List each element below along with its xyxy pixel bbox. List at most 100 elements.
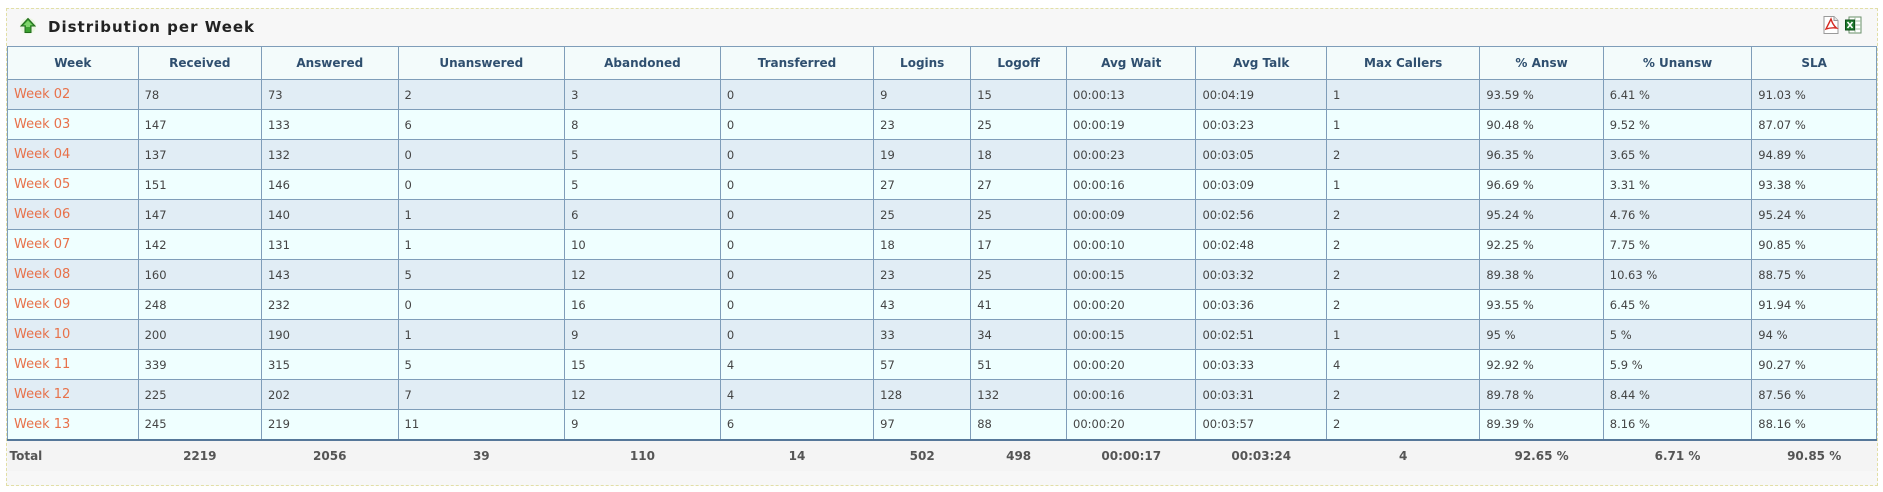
table-cell: 1 [1326, 169, 1481, 200]
table-cell: 6 [397, 109, 566, 140]
table-cell: 00:04:19 [1195, 79, 1328, 110]
table-cell: 43 [873, 289, 972, 320]
week-cell: Week 13 [7, 409, 139, 441]
week-cell: Week 12 [7, 379, 139, 410]
table-cell: 1 [397, 319, 566, 350]
table-cell: 96.35 % [1479, 139, 1604, 170]
table-cell: 00:00:10 [1066, 229, 1197, 260]
totals-cell: 2219 [138, 439, 262, 471]
week-link[interactable]: Week 10 [14, 327, 71, 342]
table-cell: 94.89 % [1751, 139, 1877, 170]
table-cell: 88.16 % [1751, 409, 1877, 441]
table-cell: 200 [137, 319, 262, 350]
table-cell: 25 [970, 109, 1068, 140]
table-cell: 89.38 % [1479, 259, 1604, 290]
table-cell: 34 [970, 319, 1068, 350]
table-cell: 6.45 % [1602, 289, 1753, 320]
table-cell: 151 [137, 169, 262, 200]
pdf-export-icon[interactable] [1823, 16, 1839, 34]
week-link[interactable]: Week 05 [14, 177, 71, 192]
table-cell: 18 [970, 139, 1068, 170]
totals-cell: 00:00:17 [1066, 439, 1196, 471]
table-cell: 0 [719, 289, 875, 320]
table-cell: 91.03 % [1751, 79, 1877, 110]
table-row: Week 05 151 146 0 5 0 27 27 00:00:16 00:03:09 1 96.… [7, 169, 1877, 200]
table-cell: 10 [564, 229, 721, 260]
table-cell: 0 [719, 139, 875, 170]
table-cell: 4 [719, 349, 875, 380]
table-cell: 339 [137, 349, 262, 380]
table-cell: 132 [970, 379, 1068, 410]
week-cell: Week 09 [7, 289, 139, 320]
column-header: Received [137, 46, 262, 80]
table-cell: 92.25 % [1479, 229, 1604, 260]
table-cell: 0 [397, 289, 566, 320]
table-cell: 3.31 % [1602, 169, 1753, 200]
table-cell: 128 [873, 379, 972, 410]
table-cell: 5 % [1602, 319, 1753, 350]
table-cell: 25 [970, 199, 1068, 230]
week-link[interactable]: Week 06 [14, 207, 71, 222]
table-cell: 143 [260, 259, 399, 290]
table-row: Week 09 248 232 0 16 0 43 41 00:00:20 00:03:36 2 93… [7, 289, 1877, 320]
week-link[interactable]: Week 13 [14, 416, 71, 432]
column-header: Max Callers [1326, 46, 1481, 80]
table-cell: 0 [397, 139, 566, 170]
table-cell: 160 [137, 259, 262, 290]
table-cell: 89.39 % [1479, 409, 1604, 441]
table-cell: 6.41 % [1602, 79, 1753, 110]
table-cell: 00:00:16 [1066, 379, 1197, 410]
table-cell: 78 [137, 79, 262, 110]
table-cell: 2 [397, 79, 566, 110]
totals-cell: 6.71 % [1603, 439, 1752, 471]
totals-cell: 90.85 % [1751, 439, 1877, 471]
table-cell: 4 [1326, 349, 1481, 380]
week-link[interactable]: Week 02 [14, 87, 71, 102]
week-link[interactable]: Week 11 [14, 357, 71, 372]
table-cell: 00:03:23 [1195, 109, 1328, 140]
table-cell: 57 [873, 349, 972, 380]
column-header: Avg Talk [1195, 46, 1328, 80]
excel-export-icon[interactable] [1845, 16, 1862, 34]
table-cell: 0 [719, 79, 875, 110]
table-cell: 00:00:19 [1066, 109, 1197, 140]
table-cell: 0 [397, 169, 566, 200]
week-link[interactable]: Week 08 [14, 267, 71, 282]
table-row: Week 06 147 140 1 6 0 25 25 00:00:09 00:02:56 2 95.… [7, 199, 1877, 230]
table-cell: 0 [719, 229, 875, 260]
totals-cell: 502 [873, 439, 971, 471]
table-cell: 1 [397, 199, 566, 230]
week-link[interactable]: Week 12 [14, 387, 71, 402]
totals-cell: 39 [398, 439, 565, 471]
week-link[interactable]: Week 09 [14, 297, 71, 312]
table-cell: 12 [564, 259, 721, 290]
table-cell: 93.38 % [1751, 169, 1877, 200]
table-cell: 23 [873, 259, 972, 290]
table-cell: 219 [260, 409, 399, 441]
table-cell: 10.63 % [1602, 259, 1753, 290]
column-header: SLA [1751, 46, 1877, 80]
week-cell: Week 03 [7, 109, 139, 140]
table-cell: 00:03:57 [1195, 409, 1328, 441]
week-link[interactable]: Week 04 [14, 147, 71, 162]
table-cell: 25 [873, 199, 972, 230]
week-cell: Week 04 [7, 139, 139, 170]
table-cell: 7 [397, 379, 566, 410]
table-cell: 315 [260, 349, 399, 380]
table-cell: 51 [970, 349, 1068, 380]
table-cell: 245 [137, 409, 262, 441]
table-cell: 2 [1326, 229, 1481, 260]
week-link[interactable]: Week 07 [14, 237, 71, 252]
green-up-arrow-icon[interactable] [19, 17, 37, 35]
table-row: Week 13 245 219 11 9 6 97 88 00:00:20 00:03:57 2 89… [7, 409, 1877, 441]
table-cell: 95.24 % [1479, 199, 1604, 230]
table-cell: 91.94 % [1751, 289, 1877, 320]
table-cell: 0 [719, 259, 875, 290]
totals-cell: 110 [564, 439, 721, 471]
table-cell: 6 [719, 409, 875, 441]
week-link[interactable]: Week 03 [14, 117, 71, 132]
table-cell: 12 [564, 379, 721, 410]
table-cell: 94 % [1751, 319, 1877, 350]
totals-cell: 2056 [261, 439, 399, 471]
table-cell: 00:03:05 [1195, 139, 1328, 170]
